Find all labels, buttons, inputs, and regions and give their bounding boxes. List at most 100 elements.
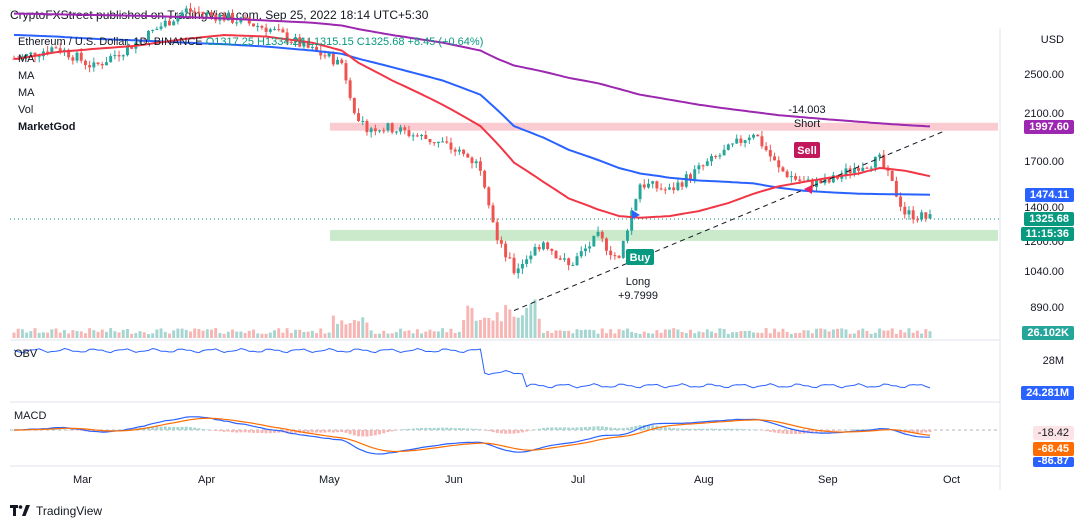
buy-arrow-marker bbox=[632, 210, 640, 219]
macd-hist-bar bbox=[235, 430, 239, 433]
macd-hist-bar bbox=[205, 429, 209, 430]
macd-label[interactable]: MACD bbox=[14, 410, 47, 422]
volume-tag: 26.102K bbox=[1022, 326, 1074, 340]
volume-bar bbox=[739, 331, 743, 338]
volume-bar bbox=[768, 333, 772, 338]
candle-body bbox=[655, 181, 659, 189]
candle-body bbox=[621, 240, 625, 258]
candle-body bbox=[130, 45, 134, 49]
candle-body bbox=[529, 255, 533, 260]
candle-body bbox=[453, 149, 457, 152]
trendline bbox=[513, 131, 943, 311]
ma-label-2[interactable]: MA bbox=[18, 70, 35, 82]
macd-hist-bar bbox=[672, 428, 676, 430]
volume-bar bbox=[306, 331, 310, 338]
candle-body bbox=[319, 51, 323, 56]
candle-body bbox=[554, 250, 558, 259]
candle-body bbox=[583, 248, 587, 252]
macd-histogram bbox=[12, 424, 932, 437]
candle-body bbox=[436, 141, 440, 144]
volume-bar bbox=[642, 331, 646, 338]
macd-hist-bar bbox=[58, 429, 62, 430]
macd-hist-bar bbox=[399, 429, 403, 431]
macd-hist-bar bbox=[609, 427, 613, 430]
candle-body bbox=[273, 29, 276, 31]
obv-label[interactable]: OBV bbox=[14, 348, 38, 360]
macd-hist-bar bbox=[449, 427, 453, 430]
indicator-label[interactable]: MarketGod bbox=[18, 121, 76, 133]
candle-body bbox=[310, 46, 314, 48]
volume-bar bbox=[151, 333, 155, 338]
volume-bar bbox=[562, 330, 566, 338]
volume-bar bbox=[33, 328, 37, 338]
macd-hist-bar bbox=[621, 428, 625, 430]
volume-bar bbox=[827, 331, 831, 338]
macd-hist-bar bbox=[680, 428, 684, 430]
symbol-title[interactable]: Ethereum / U.S. Dollar, 1D, BINANCE bbox=[18, 36, 203, 48]
ma-label-3[interactable]: MA bbox=[18, 87, 35, 99]
volume-bar bbox=[235, 331, 239, 338]
macd-hist-bar bbox=[815, 430, 819, 433]
volume-bar bbox=[445, 332, 449, 338]
candle-body bbox=[151, 29, 155, 31]
volume-bar bbox=[83, 333, 87, 338]
sell-signal-text: Sell bbox=[797, 145, 817, 157]
vol-label[interactable]: Vol bbox=[18, 104, 34, 116]
candle-body bbox=[117, 55, 121, 57]
volume-bar bbox=[285, 328, 289, 338]
footer-brand[interactable]: TradingView bbox=[10, 504, 102, 518]
macd-hist-bar bbox=[794, 430, 798, 435]
volume-bar bbox=[672, 328, 676, 338]
macd-hist-bar bbox=[306, 430, 310, 433]
candle-body bbox=[567, 258, 571, 266]
macd-hist-bar bbox=[701, 428, 705, 430]
volume-bar bbox=[344, 324, 348, 338]
volume-bar bbox=[75, 331, 79, 338]
volume-bar bbox=[50, 329, 54, 338]
macd-hist-bar bbox=[336, 430, 340, 433]
macd-hist-bar bbox=[659, 426, 663, 430]
candle-body bbox=[869, 167, 873, 169]
macd-hist-bar bbox=[735, 428, 739, 430]
volume-bar bbox=[773, 328, 777, 338]
candle-body bbox=[256, 26, 260, 28]
macd-hist-bar bbox=[676, 428, 680, 430]
macd-hist-bar bbox=[651, 425, 655, 430]
volume-bar bbox=[869, 333, 873, 338]
volume-bar bbox=[886, 330, 890, 338]
macd-hist-bar bbox=[495, 430, 499, 434]
candle-body bbox=[861, 167, 865, 171]
candle-body bbox=[210, 12, 213, 15]
volume-bar bbox=[592, 330, 596, 338]
candle-body bbox=[71, 57, 75, 61]
candle-body bbox=[596, 231, 600, 236]
candle-body bbox=[588, 246, 592, 249]
candle-body bbox=[815, 180, 819, 188]
volume-bar bbox=[802, 330, 806, 338]
ma-label-1[interactable]: MA bbox=[18, 53, 35, 65]
macd-hist-bar bbox=[378, 430, 382, 435]
macd-hist-bar bbox=[634, 426, 638, 430]
macd-hist-bar bbox=[159, 426, 163, 430]
volume-bar bbox=[907, 328, 911, 338]
volume-bar bbox=[722, 329, 726, 338]
macd-hist-bar bbox=[689, 428, 692, 430]
volume-bar bbox=[79, 331, 83, 338]
candle-body bbox=[348, 80, 352, 98]
candle-body bbox=[710, 156, 713, 162]
candle-body bbox=[226, 13, 230, 21]
volume-bar bbox=[609, 329, 613, 338]
volume-bar bbox=[647, 333, 650, 338]
macd-hist-bar bbox=[54, 428, 58, 430]
macd-hist-bar bbox=[331, 430, 335, 433]
volume-bar bbox=[96, 331, 100, 338]
volume-bar bbox=[705, 329, 709, 338]
volume-bar bbox=[899, 329, 903, 338]
volume-bar bbox=[525, 307, 529, 338]
candle-body bbox=[281, 29, 285, 33]
macd-hist-bar bbox=[222, 430, 226, 432]
candle-body bbox=[125, 45, 129, 56]
macd-hist-bar bbox=[352, 430, 356, 436]
candle-body bbox=[684, 174, 688, 187]
